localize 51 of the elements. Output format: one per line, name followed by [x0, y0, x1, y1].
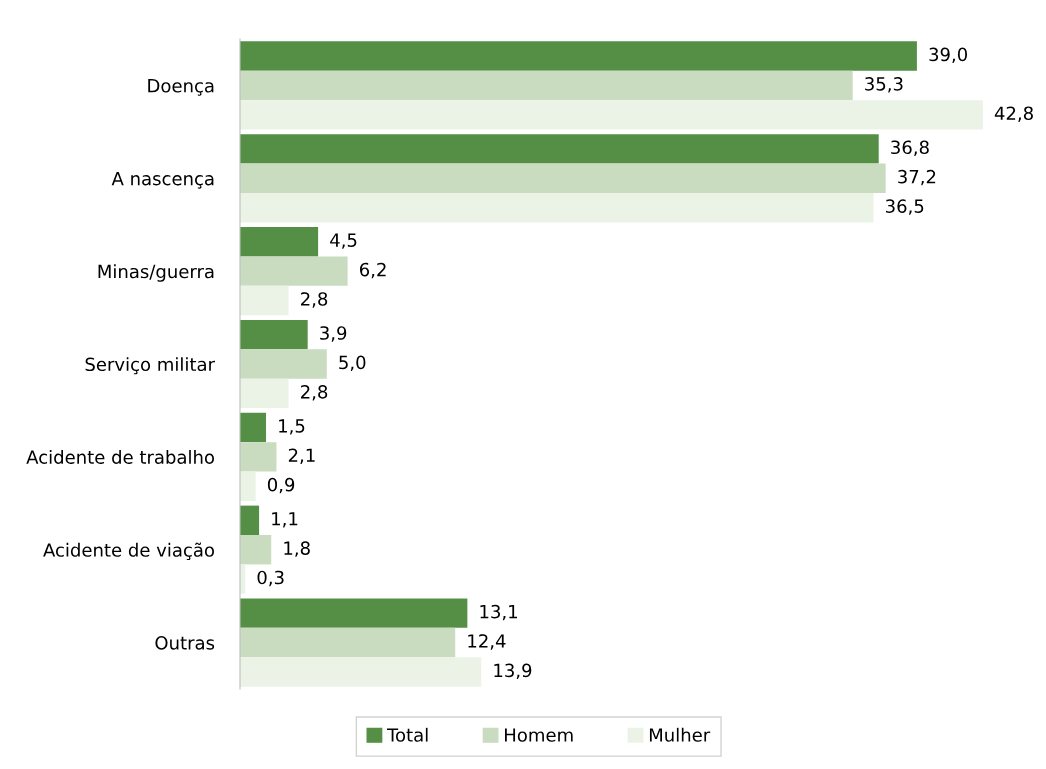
bar [240, 471, 256, 501]
bar [240, 378, 289, 409]
data-label: 4,5 [330, 233, 357, 249]
bar [240, 598, 468, 628]
data-label: 12,4 [468, 634, 506, 650]
data-label: 5,0 [339, 355, 366, 372]
bar [240, 100, 983, 130]
data-label: 37,2 [898, 169, 936, 186]
data-label: 2,8 [301, 384, 328, 401]
bar [240, 657, 482, 687]
bar [240, 442, 277, 472]
legend-label: Mulher [649, 727, 711, 742]
data-label: 35,3 [865, 77, 903, 93]
data-label: 6,2 [359, 262, 386, 279]
data-label: 13,1 [480, 604, 518, 621]
data-label: 2,1 [288, 448, 315, 464]
data-label: 0,9 [267, 477, 295, 494]
y-tick-label: A nascença [111, 171, 214, 189]
bar [240, 134, 879, 164]
bar [240, 412, 267, 443]
data-label: 36,5 [886, 199, 924, 215]
y-tick-label: Acidente de viação [43, 542, 215, 561]
data-label: 13,9 [494, 663, 532, 680]
bar [240, 535, 272, 565]
y-tick-label: Doença [148, 79, 214, 96]
bar [240, 505, 260, 536]
data-label: 39,0 [929, 47, 968, 64]
data-label: 42,8 [994, 106, 1033, 122]
y-tick-label: Outras [155, 636, 215, 650]
y-tick-label: Minas/guerra [98, 264, 214, 282]
bar [240, 192, 874, 223]
bar [240, 319, 308, 350]
bar [240, 627, 456, 658]
bar [240, 227, 319, 257]
bar [240, 285, 289, 316]
data-label: 2,8 [301, 292, 328, 308]
data-label: 0,3 [257, 570, 284, 587]
data-label: 1,1 [272, 512, 298, 528]
bar [240, 70, 853, 101]
data-label: 1,5 [279, 419, 305, 435]
bar [240, 349, 327, 379]
y-tick-label: Serviço militar [85, 357, 215, 375]
y-tick-label: Acidente de trabalho [26, 450, 215, 464]
legend-label: Homem [505, 728, 573, 742]
legend-label: Total [387, 727, 428, 742]
bar [240, 41, 917, 71]
bar [240, 163, 886, 193]
data-label: 36,8 [891, 140, 929, 156]
data-label: 1,8 [284, 541, 310, 557]
bar [240, 256, 348, 286]
data-label: 3,9 [320, 326, 347, 342]
